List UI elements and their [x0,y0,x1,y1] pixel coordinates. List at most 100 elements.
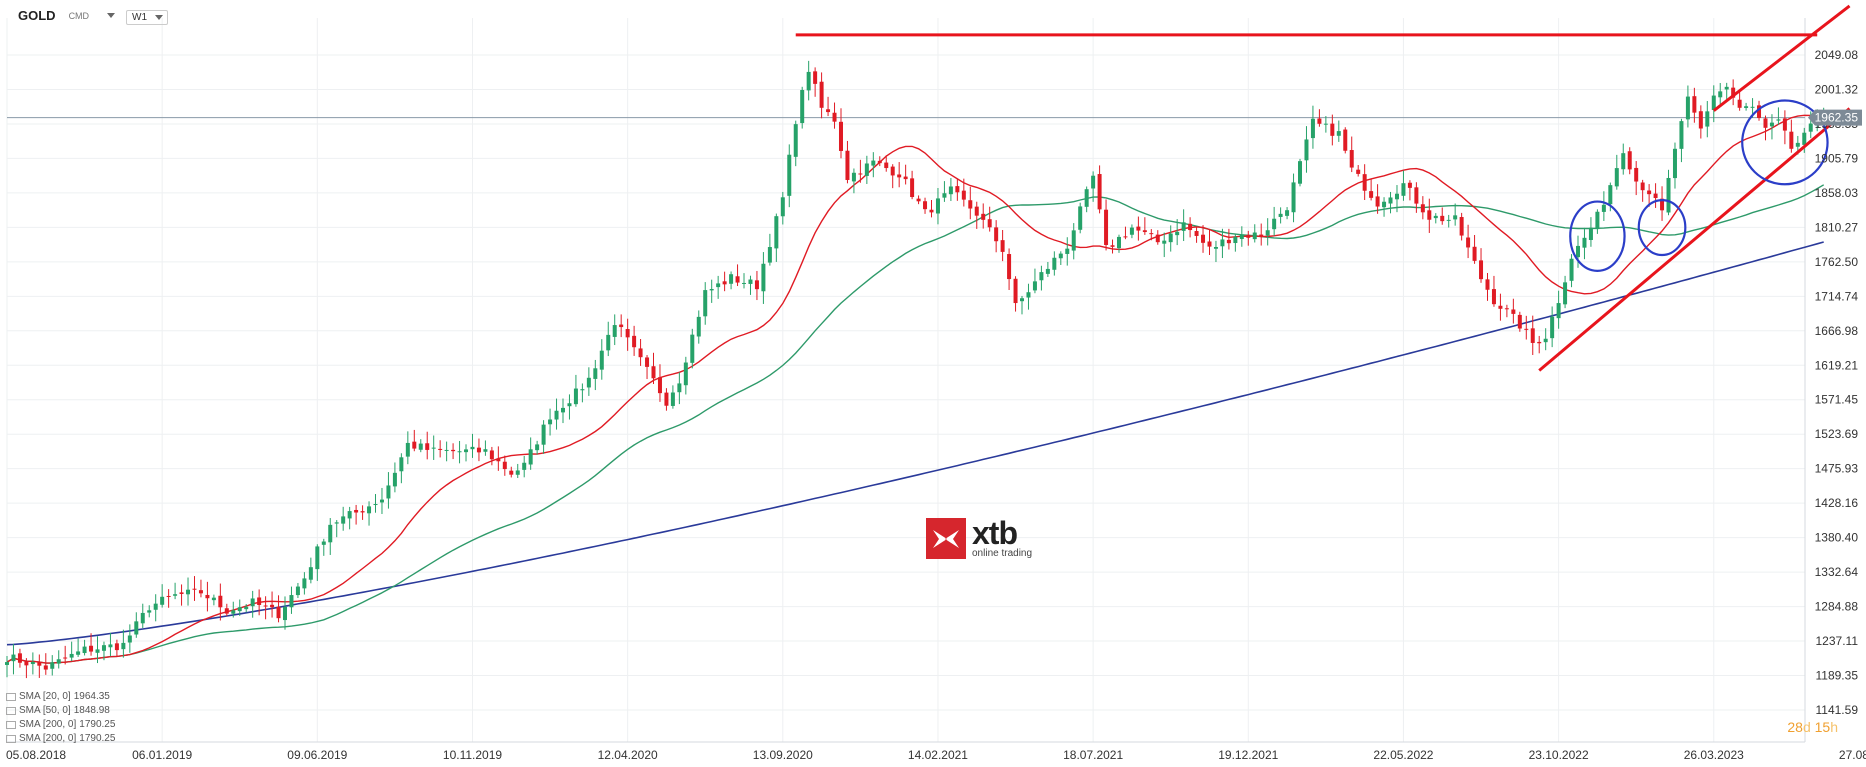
y-tick-label: 1666.98 [1815,324,1859,338]
candle [1129,224,1134,239]
candle [515,463,520,478]
candle [160,584,165,608]
candle [612,314,617,346]
candle [1614,154,1619,190]
candle-body [1310,118,1315,139]
candle [1504,304,1509,318]
legend-item[interactable]: SMA [50, 0] 1848.98 [6,704,115,718]
y-tick-label: 1619.21 [1815,358,1859,372]
x-tick-label: 13.09.2020 [753,748,813,762]
candle [1304,126,1309,173]
candle-body [961,190,966,200]
candle-body [354,509,359,513]
candle-body [1194,231,1199,236]
candle [903,164,908,185]
candle-body [612,325,617,337]
candle [1459,212,1464,241]
candle-body [690,334,695,363]
candle [302,572,307,595]
candle [651,352,656,385]
candle [179,584,184,606]
candle [981,203,986,229]
candle [800,86,805,129]
x-tick-label: 06.01.2019 [132,748,192,762]
timeframe-selector[interactable]: W1 [126,10,168,25]
candle-body [910,178,915,198]
candle-body [1569,258,1574,281]
symbol-selector[interactable]: GOLD CMD [18,8,116,23]
candle-body [276,606,281,619]
y-tick-label: 1189.35 [1816,669,1859,683]
candle-body [619,324,624,328]
candle [24,658,29,679]
legend-item[interactable]: SMA [200, 0] 1790.25 [6,732,115,746]
candle [37,654,42,678]
candle [470,433,475,458]
indicator-icon [6,707,16,715]
candle-body [392,472,397,487]
candle [56,650,61,669]
candle [1394,185,1399,213]
candle-body [321,541,326,545]
candle [1155,230,1160,245]
candle-body [871,160,876,166]
candle [1802,127,1807,153]
candle-body [1375,196,1380,207]
candle-body [528,449,533,465]
candle [89,633,94,656]
candle [1517,311,1522,332]
candle-body [1692,96,1697,113]
candle [632,325,637,356]
candle [1698,105,1703,139]
candle [1485,272,1490,301]
candle-body [1252,232,1257,240]
candle-body [1213,246,1218,249]
candle-body [1201,234,1206,243]
candle [11,643,16,675]
candle-body [1388,197,1393,204]
candle-body [1045,268,1050,274]
indicator-legend: SMA [20, 0] 1964.35 SMA [50, 0] 1848.98 SM… [6,690,115,746]
legend-value: 1790.25 [79,719,116,730]
candle-body [1175,231,1180,236]
indicator-icon [6,735,16,743]
chevron-down-icon[interactable] [107,13,116,18]
candle-body [1188,223,1193,231]
candle-body [1052,257,1057,270]
candle [1530,315,1535,355]
candle [813,67,818,97]
candle [1091,171,1096,202]
candle-body [1394,193,1399,200]
candle [1420,196,1425,220]
candle-body [1207,241,1212,247]
y-tick-label: 2001.32 [1815,82,1859,96]
candle [1272,206,1277,236]
candle [722,271,727,292]
candle-body [43,665,48,670]
chevron-down-icon[interactable] [155,15,163,20]
candle [431,435,436,460]
candle-body [483,449,488,452]
candle [935,187,940,225]
candle-body [315,546,320,570]
candle [1789,119,1794,153]
candle-body [95,649,100,653]
candle-body [496,458,501,462]
candle [961,178,966,207]
candles [5,60,1826,679]
candle-body [1795,142,1800,147]
candle [548,408,553,436]
legend-item[interactable]: SMA [200, 0] 1790.25 [6,718,115,732]
candle-body [1116,236,1121,249]
candle [994,220,999,253]
candle-body [1524,328,1529,330]
candle-body [767,247,772,263]
candle [560,398,565,424]
candle [108,632,113,657]
candle-body [593,368,598,379]
legend-item[interactable]: SMA [20, 0] 1964.35 [6,690,115,704]
candle [1278,207,1283,224]
candle [1252,224,1257,243]
candle-body [1595,211,1600,230]
